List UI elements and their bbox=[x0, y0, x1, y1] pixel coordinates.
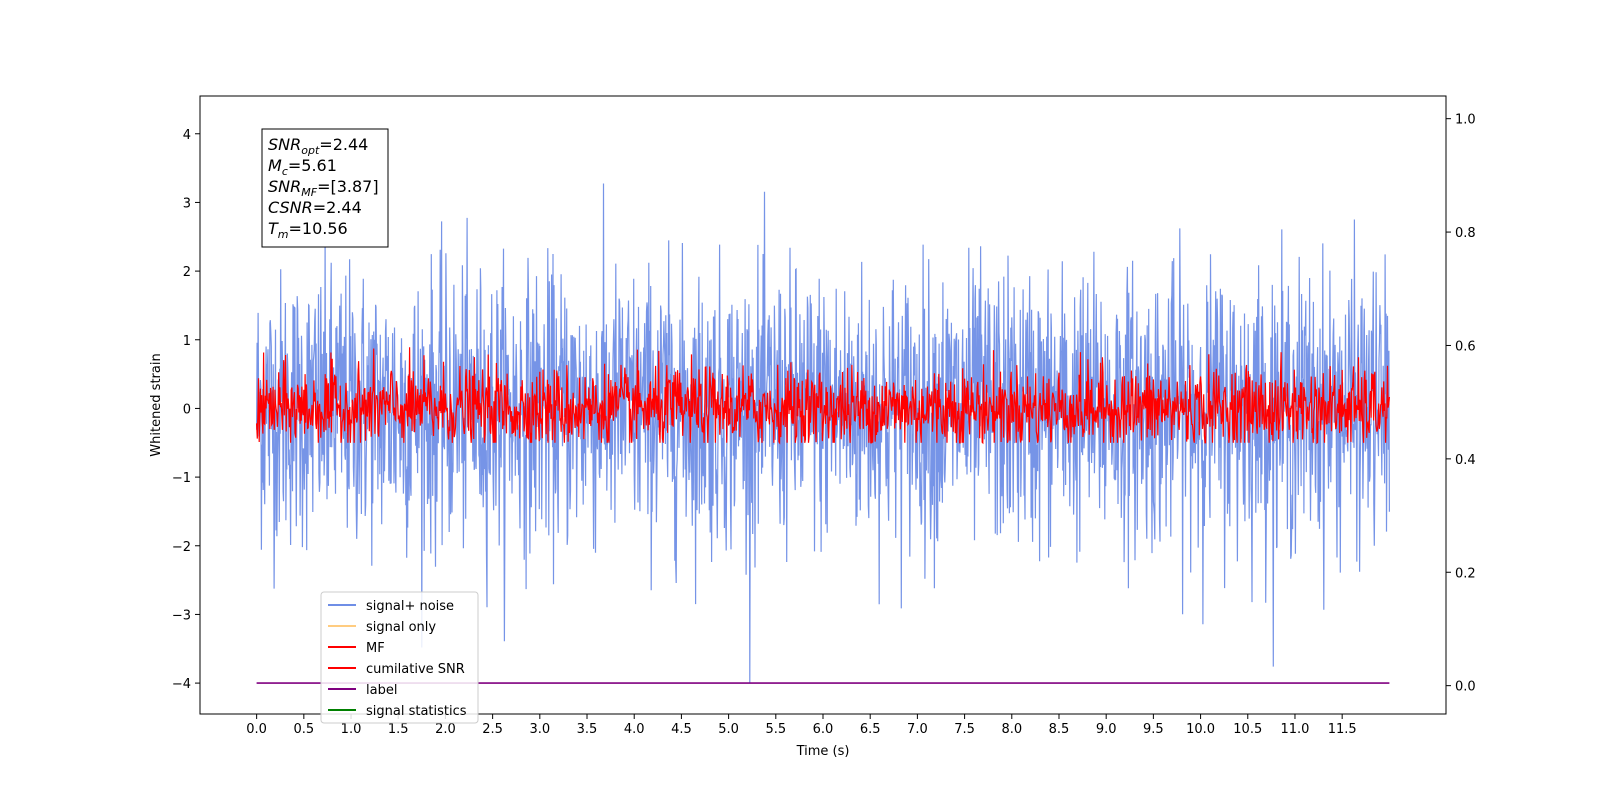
annotation-value: =2.44 bbox=[313, 198, 362, 217]
y-tick-label: 1 bbox=[183, 334, 191, 349]
y-right-tick-label: 0.6 bbox=[1455, 339, 1476, 354]
y-tick-label: 2 bbox=[183, 265, 191, 280]
x-tick-label: 4.5 bbox=[671, 722, 692, 737]
x-tick-label: 7.5 bbox=[954, 722, 975, 737]
annotation-line-csnr: CSNR=2.44 bbox=[268, 198, 362, 217]
x-tick-label: 8.0 bbox=[1001, 722, 1022, 737]
legend-label: label bbox=[366, 683, 397, 698]
x-tick-label: 5.5 bbox=[765, 722, 786, 737]
x-tick-label: 3.5 bbox=[577, 722, 598, 737]
x-tick-label: 0.0 bbox=[246, 722, 267, 737]
y-right-tick-label: 0.0 bbox=[1455, 680, 1476, 695]
x-tick-label: 3.0 bbox=[529, 722, 550, 737]
axes-layer: 0.0 0.5 1.0 1.5 2.0 2.5 3.0 3.5 4.0 4.5 5.0 5.5 6.0 6… bbox=[172, 113, 1476, 737]
annotation-subscript: opt bbox=[301, 144, 320, 157]
x-tick-label: 4.0 bbox=[624, 722, 645, 737]
x-tick-label: 11.0 bbox=[1280, 722, 1309, 737]
x-tick-label: 2.5 bbox=[482, 722, 503, 737]
legend: signal+ noise signal only MF cumilative SNR… bbox=[320, 591, 479, 724]
x-tick-label: 5.0 bbox=[718, 722, 739, 737]
x-tick-label: 9.0 bbox=[1096, 722, 1117, 737]
x-tick-label: 6.5 bbox=[860, 722, 881, 737]
y-tick-label: −1 bbox=[172, 471, 191, 486]
legend-label: signal only bbox=[366, 620, 436, 635]
annotation-value: =10.56 bbox=[289, 219, 348, 238]
y-tick-label: 4 bbox=[183, 128, 191, 143]
annotation-value: =2.44 bbox=[319, 135, 368, 154]
annotation-symbol: SNR bbox=[268, 177, 301, 196]
x-tick-label: 10.5 bbox=[1233, 722, 1262, 737]
legend-label: cumilative SNR bbox=[366, 662, 465, 677]
y-right-tick-label: 0.2 bbox=[1455, 566, 1476, 581]
y-axis-label: Whitened strain bbox=[149, 353, 164, 456]
y-right-tick-label: 0.4 bbox=[1455, 453, 1476, 468]
annotation-line-snr-mf: SNRMF=[3.87] bbox=[268, 177, 379, 199]
series-line-signal-noise bbox=[256, 183, 1390, 684]
annotation-value: =5.61 bbox=[288, 156, 337, 175]
annotation-symbol: T bbox=[268, 219, 279, 238]
annotation-box: SNRopt=2.44Mc=5.61SNRMF=[3.87]CSNR=2.44T… bbox=[261, 128, 389, 248]
annotation-line-snr-opt: SNRopt=2.44 bbox=[268, 135, 368, 157]
annotation-subscript: c bbox=[282, 165, 288, 178]
x-tick-label: 7.0 bbox=[907, 722, 928, 737]
annotation-line-tm: Tm=10.56 bbox=[268, 219, 348, 241]
annotation-frame bbox=[261, 128, 389, 248]
legend-label: MF bbox=[366, 641, 385, 656]
x-axis-label: Time (s) bbox=[796, 744, 850, 759]
x-tick-label: 11.5 bbox=[1328, 722, 1357, 737]
y-right-tick-label: 1.0 bbox=[1455, 113, 1476, 128]
legend-frame bbox=[320, 591, 479, 724]
y-tick-label: −2 bbox=[172, 540, 191, 555]
y-right-tick-label: 0.8 bbox=[1455, 226, 1476, 241]
y-tick-label: −3 bbox=[172, 608, 191, 623]
annotation-line-mc: Mc=5.61 bbox=[268, 156, 337, 178]
series-line-mf bbox=[256, 347, 1390, 445]
x-tick-label: 2.0 bbox=[435, 722, 456, 737]
x-tick-label: 6.0 bbox=[813, 722, 834, 737]
legend-label: signal statistics bbox=[366, 704, 467, 719]
y-tick-label: 0 bbox=[183, 402, 191, 417]
annotation-symbol: CSNR bbox=[268, 198, 313, 217]
annotation-subscript: m bbox=[278, 228, 289, 241]
x-tick-label: 8.5 bbox=[1049, 722, 1070, 737]
y-tick-label: −4 bbox=[172, 677, 191, 692]
x-tick-label: 10.0 bbox=[1186, 722, 1215, 737]
annotation-symbol: SNR bbox=[268, 135, 301, 154]
annotation-subscript: MF bbox=[301, 186, 317, 199]
y-tick-label: 3 bbox=[183, 196, 191, 211]
x-tick-label: 1.5 bbox=[388, 722, 409, 737]
x-tick-label: 9.5 bbox=[1143, 722, 1164, 737]
annotation-value: =[3.87] bbox=[317, 177, 379, 196]
x-tick-label: 0.5 bbox=[293, 722, 314, 737]
legend-label: signal+ noise bbox=[366, 599, 454, 614]
annotation-symbol: M bbox=[268, 156, 282, 175]
x-tick-label: 1.0 bbox=[341, 722, 362, 737]
